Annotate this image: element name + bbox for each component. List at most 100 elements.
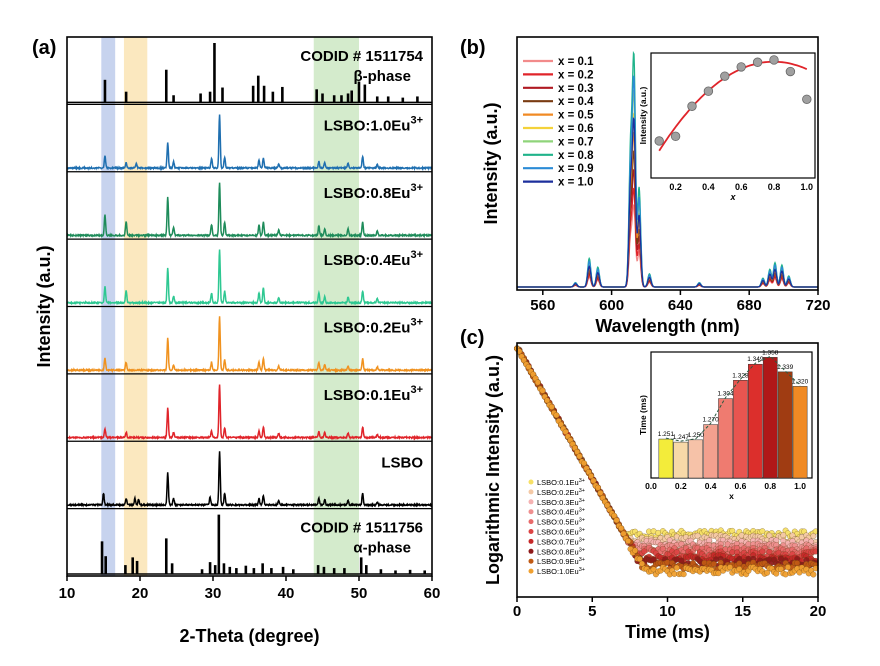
inset-point-4 [720,71,730,81]
decay-point-9-13 [544,397,551,404]
inset-x-tick-4: 0.8 [764,481,776,491]
xrd-trace-3 [66,249,433,307]
inset-y-axis-title: Intensity (a.u.) [638,87,648,145]
decay-point-9-96 [736,566,743,573]
y-axis-title: Logarithmic Intensity (a.u.) [483,355,503,585]
legend-label-6: LSBO:0.7Eu3+ [537,537,585,546]
inset-x-tick-1: 0.4 [702,182,715,192]
inset-x-tick-4: 1.0 [801,182,814,192]
inset-bar-label-5: 1.328 [732,372,749,379]
legend-label-9: LSBO:1.0Eu3+ [537,567,585,576]
decay-point-9-51 [632,547,639,554]
x-tick-label-3: 680 [737,297,762,314]
panel-c-decay: LSBO:0.1Eu3+LSBO:0.2Eu3+LSBO:0.3Eu3+LSBO… [483,342,826,642]
x-tick-label-2: 640 [668,297,693,314]
panel-a-label: (a) [32,37,56,59]
inset-bar-1 [673,441,689,479]
decay-point-9-45 [618,525,625,532]
legend-label-7: x = 0.8 [558,150,594,162]
inset-x-axis-title: x [729,192,736,202]
inset-bar-3 [703,424,718,479]
decay-point-9-43 [613,517,620,524]
panel-a-frame [66,36,433,577]
x-tick-label-3: 15 [734,603,751,620]
legend-label-3: LSBO:0.4Eu3+ [537,508,585,517]
inset-bar-label-3: 1.270 [702,417,719,424]
legend-label-9: x = 1.0 [558,177,594,189]
ref-label-0: CODID # 1511754 [300,48,423,65]
inset-bar-label-9: 1.320 [792,378,809,385]
sample-label-2: LSBO:0.8Eu3+ [324,182,423,202]
x-tick-label-0: 0 [513,603,521,620]
inset-x-tick-3: 0.8 [768,182,781,192]
decay-point-9-72 [680,571,687,578]
sample-label-3: LSBO:0.4Eu3+ [324,249,423,269]
legend-marker-9 [528,568,534,574]
inset-point-1 [670,131,681,142]
decay-point-9-17 [553,412,560,419]
inset-point-5 [736,62,746,72]
inset-bar-label-2: 1.250 [688,432,705,439]
inset-x-tick-5: 1.0 [794,481,806,491]
decay-point-9-11 [539,387,546,394]
inset-bar-label-0: 1.251 [658,431,675,438]
inset-bar-8 [777,371,793,479]
inset-bar-2 [688,439,704,479]
decay-point-9-9 [534,379,541,386]
panel-b-frame [516,36,819,291]
legend-label-4: LSBO:0.5Eu3+ [537,518,585,527]
x-tick-label-2: 10 [659,603,676,620]
inset-trend-line [665,355,801,442]
legend-label-7: LSBO:0.8Eu3+ [537,547,585,556]
x-tick-label-5: 60 [424,585,441,602]
legend-label-5: LSBO:0.6Eu3+ [537,528,585,537]
inset-x-tick-2: 0.4 [705,481,717,491]
inset-point-3 [703,86,714,96]
x-tick-label-1: 600 [599,297,624,314]
inset-point-8 [785,66,796,77]
sample-label-6: LSBO [381,454,423,471]
legend-marker-7 [528,548,534,554]
decay-point-9-29 [581,460,588,467]
inset-bar-label-7: 1.358 [762,349,779,356]
emission-trace-9 [517,117,818,288]
inset-point-6 [752,57,763,67]
panel-b-label: (b) [460,37,486,59]
legend-marker-5 [528,529,534,534]
inset-bar-9 [792,386,808,479]
decay-point-9-112 [773,570,780,577]
inset-x-tick-3: 0.6 [735,481,747,491]
legend-marker-6 [528,538,534,544]
x-tick-label-0: 10 [59,585,76,602]
panel-c-label: (c) [460,327,484,349]
inset-fit-curve [658,60,808,152]
sample-label-1: LSBO:1.0Eu3+ [324,114,423,134]
decay-point-9-15 [548,403,555,410]
sample-label-4: LSBO:0.2Eu3+ [324,317,423,337]
inset-x-tick-0: 0.0 [645,481,657,491]
ref-label-7: CODID # 1511756 [300,520,423,537]
y-axis-title: Intensity (a.u.) [34,245,54,367]
legend-marker-3 [528,509,534,515]
inset-bar-label-4: 1.304 [717,391,734,398]
inset-point-0 [654,136,664,146]
ref-phase-0: β-phase [353,68,411,85]
panel-b-emission: x = 0.1x = 0.2x = 0.3x = 0.4x = 0.5x = 0… [481,36,831,336]
inset-bar-0 [658,438,674,479]
decay-point-9-35 [595,484,601,491]
legend-label-0: LSBO:0.1Eu3+ [537,478,585,487]
legend-label-6: x = 0.7 [558,136,594,148]
inset-x-tick-1: 0.2 [675,481,687,491]
inset-bar-label-1: 1.247 [673,434,690,441]
decay-point-1-78 [694,532,701,539]
legend-label-8: LSBO:0.9Eu3+ [537,557,585,566]
decay-point-9-33 [590,477,597,484]
ref-phase-7: α-phase [353,540,411,557]
legend-marker-1 [528,489,534,495]
xrd-trace-4 [66,316,433,374]
decay-point-9-36 [597,489,604,496]
inset-point-7 [769,55,779,65]
x-axis-title: Time (ms) [625,622,710,642]
legend-marker-8 [528,558,534,564]
legend-label-2: LSBO:0.3Eu3+ [537,498,585,507]
